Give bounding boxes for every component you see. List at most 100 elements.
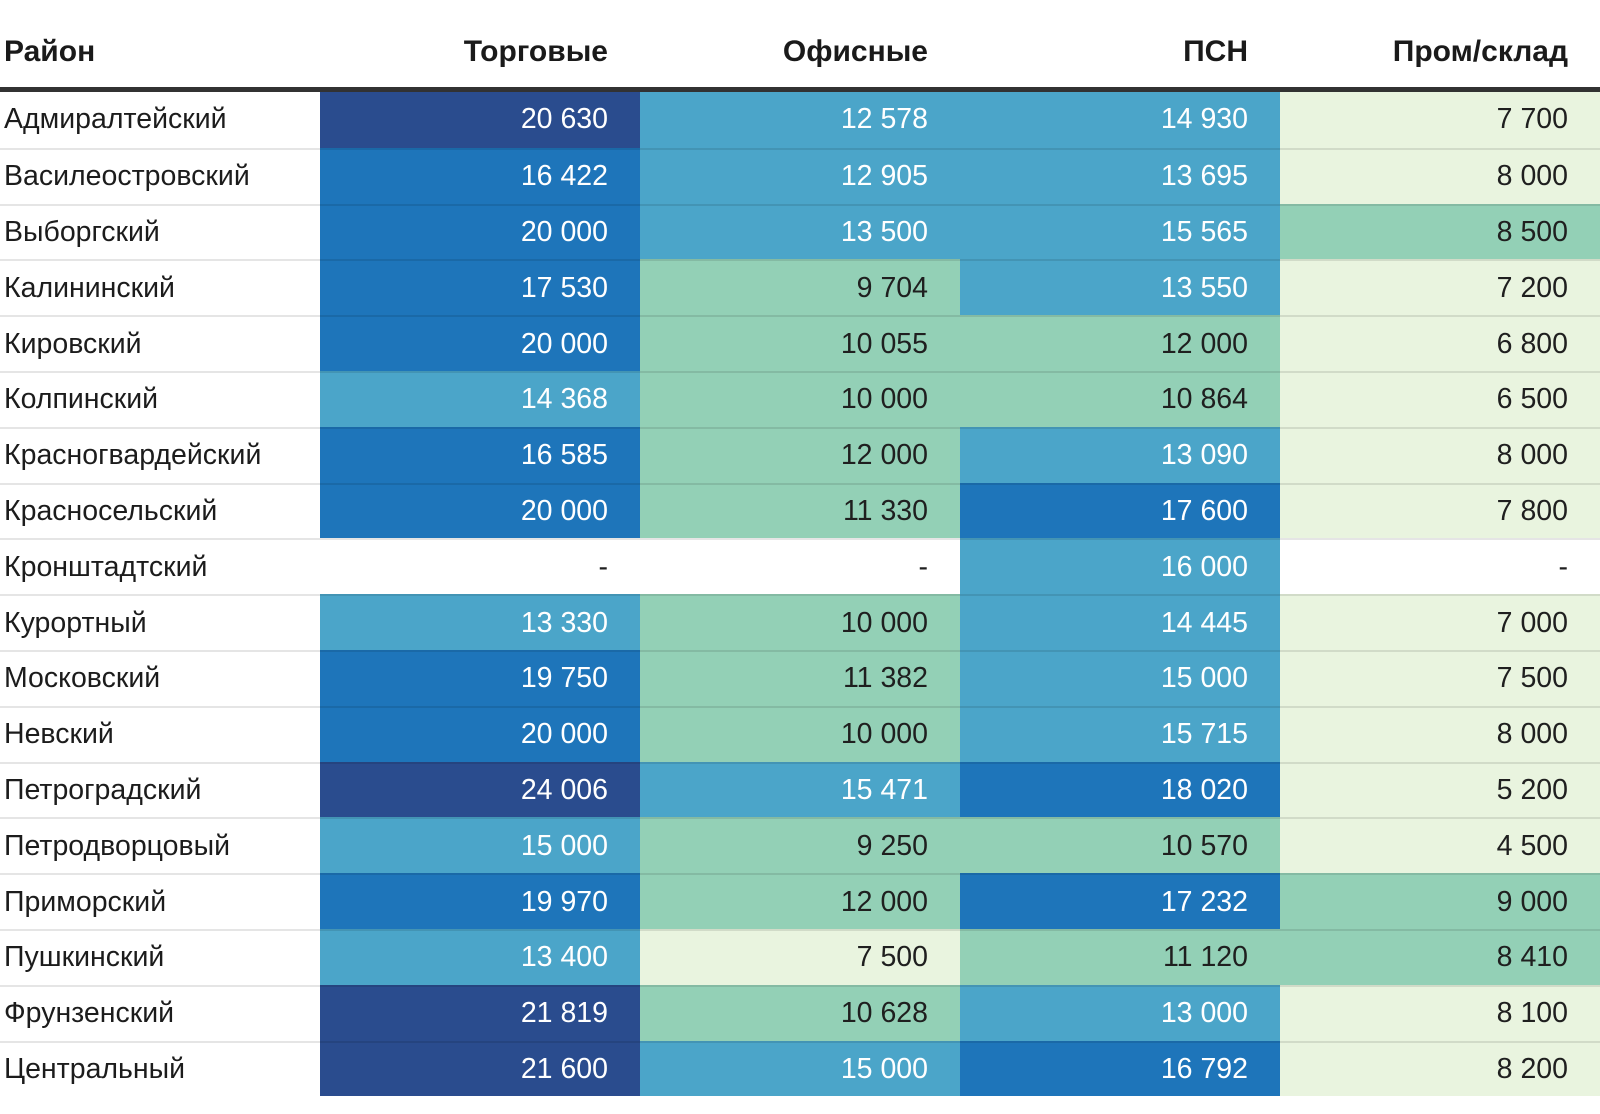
district-cell: Адмиралтейский (0, 92, 320, 148)
table-row: Фрунзенский 21 819 10 628 13 000 8 100 (0, 984, 1600, 1041)
value-cell: 13 330 (320, 594, 640, 650)
table-row: Красногвардейский 16 585 12 000 13 090 8 000 (0, 426, 1600, 483)
district-cell: Пушкинский (0, 928, 320, 985)
value-cell: 14 368 (320, 370, 640, 427)
district-cell: Калининский (0, 259, 320, 316)
value-cell: 7 500 (640, 928, 960, 985)
value-cell: 8 100 (1280, 984, 1600, 1041)
value-cell: 10 000 (640, 705, 960, 762)
value-cell: 9 000 (1280, 873, 1600, 929)
value-cell: 24 006 (320, 761, 640, 818)
value-cell: 20 000 (320, 482, 640, 539)
value-cell: 12 905 (640, 147, 960, 204)
value-cell: 6 500 (1280, 370, 1600, 427)
value-cell: 21 819 (320, 984, 640, 1041)
value-cell: 14 930 (960, 92, 1280, 148)
column-header: ПСН (960, 0, 1280, 92)
value-cell: 12 578 (640, 92, 960, 148)
value-cell: 20 000 (320, 705, 640, 762)
value-cell: 16 792 (960, 1040, 1280, 1097)
value-cell: 8 000 (1280, 705, 1600, 762)
district-cell: Кировский (0, 315, 320, 371)
value-cell: 8 000 (1280, 426, 1600, 483)
value-cell: 13 550 (960, 259, 1280, 316)
value-cell: 10 000 (640, 594, 960, 650)
district-cell: Кронштадтский (0, 538, 320, 595)
value-cell: - (640, 538, 960, 595)
table-row: Московский 19 750 11 382 15 000 7 500 (0, 649, 1600, 706)
value-cell: 8 410 (1280, 928, 1600, 985)
value-cell: 10 055 (640, 315, 960, 371)
value-cell: - (320, 538, 640, 595)
value-cell: 7 700 (1280, 92, 1600, 148)
value-cell: 15 000 (320, 817, 640, 874)
table-row: Курортный 13 330 10 000 14 445 7 000 (0, 594, 1600, 650)
table-row: Адмиралтейский 20 630 12 578 14 930 7 700 (0, 92, 1600, 148)
value-cell: 8 500 (1280, 203, 1600, 260)
table-row: Центральный 21 600 15 000 16 792 8 200 (0, 1040, 1600, 1097)
value-cell: 19 750 (320, 649, 640, 706)
table-row: Пушкинский 13 400 7 500 11 120 8 410 (0, 928, 1600, 985)
value-cell: 18 020 (960, 761, 1280, 818)
district-cell: Колпинский (0, 370, 320, 427)
column-header: Офисные (640, 0, 960, 92)
table-body: Адмиралтейский 20 630 12 578 14 930 7 700 Вас… (0, 92, 1600, 1097)
value-cell: 10 864 (960, 370, 1280, 427)
value-cell: 17 600 (960, 482, 1280, 539)
district-cell: Выборгский (0, 203, 320, 260)
value-cell: 13 695 (960, 147, 1280, 204)
table-row: Невский 20 000 10 000 15 715 8 000 (0, 705, 1600, 762)
value-cell: - (1280, 538, 1600, 595)
value-cell: 15 715 (960, 705, 1280, 762)
value-cell: 15 000 (640, 1040, 960, 1097)
district-cell: Василеостровский (0, 147, 320, 204)
value-cell: 7 500 (1280, 649, 1600, 706)
district-cell: Невский (0, 705, 320, 762)
table-row: Калининский 17 530 9 704 13 550 7 200 (0, 259, 1600, 316)
value-cell: 16 000 (960, 538, 1280, 595)
district-cell: Московский (0, 649, 320, 706)
value-cell: 11 330 (640, 482, 960, 539)
value-cell: 8 000 (1280, 147, 1600, 204)
value-cell: 15 000 (960, 649, 1280, 706)
value-cell: 17 232 (960, 873, 1280, 929)
table-row: Петроградский 24 006 15 471 18 020 5 200 (0, 761, 1600, 818)
value-cell: 16 585 (320, 426, 640, 483)
table-row: Приморский 19 970 12 000 17 232 9 000 (0, 873, 1600, 929)
value-cell: 6 800 (1280, 315, 1600, 371)
value-cell: 20 000 (320, 203, 640, 260)
value-cell: 13 400 (320, 928, 640, 985)
table-row: Выборгский 20 000 13 500 15 565 8 500 (0, 203, 1600, 260)
value-cell: 5 200 (1280, 761, 1600, 818)
district-cell: Петроградский (0, 761, 320, 818)
value-cell: 20 000 (320, 315, 640, 371)
district-cell: Красносельский (0, 482, 320, 539)
value-cell: 4 500 (1280, 817, 1600, 874)
table-row: Кировский 20 000 10 055 12 000 6 800 (0, 315, 1600, 371)
table-row: Кронштадтский - -16 000- (0, 538, 1600, 595)
value-cell: 12 000 (960, 315, 1280, 371)
district-cell: Петродворцовый (0, 817, 320, 874)
value-cell: 10 628 (640, 984, 960, 1041)
value-cell: 13 090 (960, 426, 1280, 483)
value-cell: 11 120 (960, 928, 1280, 985)
value-cell: 20 630 (320, 92, 640, 148)
column-header: Пром/склад (1280, 0, 1600, 92)
district-cell: Центральный (0, 1040, 320, 1097)
value-cell: 9 704 (640, 259, 960, 316)
header-row: Район Торговые Офисные ПСН Пром/склад (0, 0, 1600, 92)
value-cell: 10 000 (640, 370, 960, 427)
district-cell: Приморский (0, 873, 320, 929)
table-row: Петродворцовый 15 000 9 250 10 570 4 500 (0, 817, 1600, 874)
value-cell: 9 250 (640, 817, 960, 874)
value-cell: 12 000 (640, 873, 960, 929)
value-cell: 11 382 (640, 649, 960, 706)
table-row: Красносельский 20 000 11 330 17 600 7 800 (0, 482, 1600, 539)
district-cell: Курортный (0, 594, 320, 650)
value-cell: 21 600 (320, 1040, 640, 1097)
value-cell: 7 200 (1280, 259, 1600, 316)
value-cell: 15 565 (960, 203, 1280, 260)
table-row: Василеостровский 16 422 12 905 13 695 8 000 (0, 147, 1600, 204)
value-cell: 8 200 (1280, 1040, 1600, 1097)
